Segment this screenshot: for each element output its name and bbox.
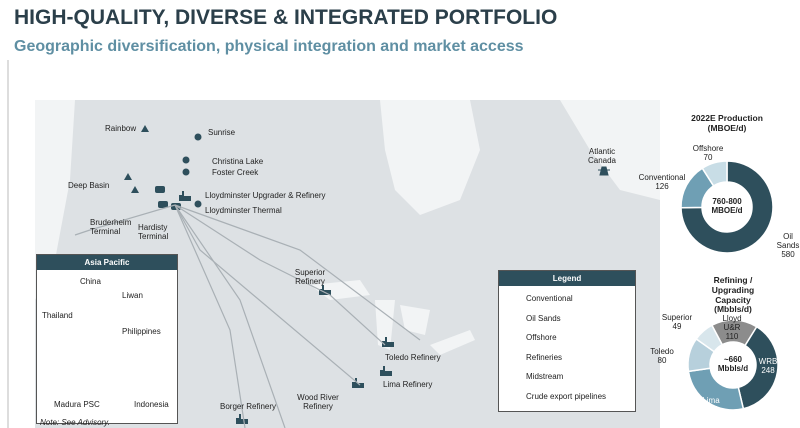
midstream-icon — [158, 201, 168, 208]
pie-slice — [737, 325, 779, 410]
legend-title: Legend — [499, 271, 635, 286]
conventional-icon — [141, 125, 149, 132]
inset-label: Indonesia — [134, 400, 169, 409]
oil-sands-icon — [182, 156, 190, 164]
refinery-icon — [236, 414, 248, 424]
slice-value: 110 — [725, 332, 739, 342]
refinery-icon — [319, 285, 331, 295]
pacific — [35, 100, 75, 300]
map-label: Hardisty Terminal — [138, 223, 169, 242]
refinery-icon — [380, 366, 392, 376]
slice-value: 70 — [703, 153, 713, 163]
offshore-icon — [598, 166, 610, 176]
slice-label: Lloyd U&R — [722, 314, 742, 333]
legend-box: Legend — [498, 270, 636, 412]
midstream-icon — [155, 186, 165, 193]
inset-title: Asia Pacific — [37, 255, 177, 270]
slice-value: 80 — [657, 356, 667, 366]
oil-sands-icon — [194, 200, 202, 208]
inset-label: Thailand — [42, 311, 73, 320]
slice-label: Oil Sands — [776, 232, 800, 251]
legend-item: Crude export pipelines — [526, 391, 607, 401]
inset-label: Madura PSC — [54, 400, 100, 409]
map-label: Atlantic Canada — [587, 147, 617, 166]
conventional-icon — [124, 173, 132, 180]
oil-sands-icon — [194, 133, 202, 141]
pie-slice — [701, 160, 728, 187]
slice-label: Offshore — [692, 144, 724, 153]
chart-title: Refining / Upgrading Capacity (Mbbls/d) — [711, 275, 755, 315]
inset-label: Liwan — [122, 291, 143, 300]
legend-item: Refineries — [526, 352, 563, 362]
slice-value: 49 — [672, 322, 682, 332]
legend-item: Midstream — [526, 372, 564, 381]
map-label: Lloydminster Thermal — [205, 206, 282, 215]
slice-label: Conventional — [638, 173, 686, 182]
pipelines — [74, 204, 421, 428]
slice-value: 175 — [704, 405, 718, 415]
refinery-icon — [179, 191, 191, 201]
slice-label: WRB — [758, 357, 778, 366]
center-label: ~660 Mbbls/d — [717, 355, 749, 374]
map-label: Lloydminster Upgrader & Refinery — [205, 191, 326, 200]
slice-value: 126 — [655, 182, 669, 192]
map-label: Rainbow — [105, 124, 137, 133]
center-label: 760-800 MBOE/d — [711, 197, 743, 216]
slice-label: Toledo — [650, 347, 674, 356]
inset-box: Asia Pacific — [36, 254, 178, 424]
map-label: Wood River Refinery — [297, 393, 339, 412]
inset-label: China — [80, 277, 101, 286]
map-label: Borger Refinery — [220, 402, 277, 411]
map-label: Bruderheim Terminal — [90, 218, 132, 237]
map-label: Christina Lake — [212, 157, 264, 166]
great-lakes — [310, 280, 475, 355]
map-label: Sunrise — [208, 128, 236, 137]
pie-slice — [680, 160, 774, 254]
slice-label: Superior — [661, 313, 693, 322]
inset-label: Philippines — [122, 327, 161, 336]
map-label: Foster Creek — [212, 168, 259, 177]
note: Note: See Advisory. — [40, 418, 110, 427]
map-label: Toledo Refinery — [385, 353, 441, 362]
slice-value: 248 — [761, 366, 775, 376]
map-label: Deep Basin — [68, 181, 110, 190]
oil-sands-icon — [182, 168, 190, 176]
legend-item: Offshore — [526, 333, 557, 342]
atlantic — [560, 100, 660, 200]
map-label: Superior Refinery — [294, 268, 326, 287]
subtitle: Geographic diversification, physical int… — [14, 38, 524, 55]
legend-item: Oil Sands — [526, 313, 561, 323]
legend-item: Conventional — [526, 294, 573, 303]
slice-value: 580 — [781, 250, 795, 260]
map-label: Lima Refinery — [383, 380, 433, 389]
chart-title: 2022E Production (MBOE/d) — [691, 113, 763, 133]
hudson-bay — [380, 100, 480, 215]
conventional-icon — [131, 186, 139, 193]
slice-label: Lima — [702, 396, 720, 405]
title: HIGH-QUALITY, DIVERSE & INTEGRATED PORTF… — [14, 6, 558, 29]
pie-slice — [695, 324, 724, 353]
